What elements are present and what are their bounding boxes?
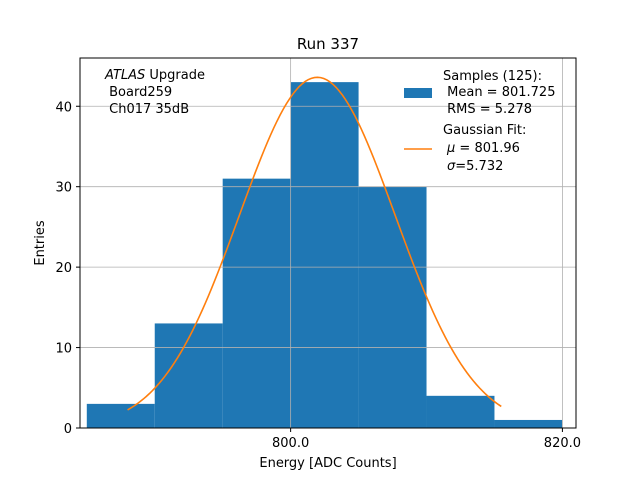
y-tick-label: 30 bbox=[55, 181, 72, 196]
legend-fit-sigma: σ=5.732 bbox=[447, 159, 503, 174]
y-tick-label: 40 bbox=[55, 100, 72, 115]
histogram-bar bbox=[290, 82, 359, 428]
annotation-upgrade: Upgrade bbox=[145, 68, 205, 83]
chart-title: Run 337 bbox=[297, 35, 359, 53]
legend-fit-title: Gaussian Fit: bbox=[443, 123, 526, 138]
mu-symbol: μ bbox=[446, 141, 455, 156]
annotation-atlas: ATLAS bbox=[104, 68, 145, 83]
atlas-annotation: ATLAS Upgrade Board259 Ch017 35dB bbox=[104, 68, 205, 117]
x-axis-title: Energy [ADC Counts] bbox=[259, 456, 396, 471]
x-tick-label: 800.0 bbox=[272, 436, 309, 451]
gaussian-fit bbox=[127, 76, 502, 411]
histogram-bars bbox=[86, 82, 563, 428]
y-axis-title: Entries bbox=[33, 220, 48, 266]
histogram-bar bbox=[222, 178, 291, 428]
x-axis-ticks: 800.0 820.0 bbox=[272, 428, 581, 451]
y-tick-label: 10 bbox=[55, 342, 72, 357]
sigma-value: =5.732 bbox=[455, 159, 503, 174]
y-tick-label: 20 bbox=[55, 261, 72, 276]
histogram-bar bbox=[358, 186, 427, 428]
legend-fit-mu: μ = 801.96 bbox=[446, 141, 520, 156]
histogram-bar bbox=[86, 403, 155, 428]
sigma-symbol: σ bbox=[447, 159, 456, 174]
y-tick-label: 0 bbox=[64, 422, 72, 437]
y-axis-ticks: 0 10 20 30 40 bbox=[55, 100, 80, 437]
gaussian-fit-curve bbox=[127, 76, 502, 411]
legend-samples-title: Samples (125): bbox=[443, 69, 542, 84]
legend-samples-rms: RMS = 5.278 bbox=[443, 102, 532, 117]
plot-frame bbox=[79, 57, 577, 429]
x-tick-label: 820.0 bbox=[544, 436, 581, 451]
histogram-bar bbox=[426, 395, 495, 428]
annotation-board: Board259 bbox=[105, 85, 172, 100]
legend: Samples (125): Mean = 801.725 RMS = 5.27… bbox=[404, 69, 555, 174]
legend-samples-patch bbox=[404, 88, 432, 98]
histogram-bar bbox=[494, 419, 563, 428]
annotation-channel: Ch017 35dB bbox=[105, 102, 189, 117]
annotation-line-1: ATLAS Upgrade bbox=[104, 68, 205, 83]
mu-value: = 801.96 bbox=[455, 141, 520, 156]
legend-samples-mean: Mean = 801.725 bbox=[443, 85, 555, 100]
